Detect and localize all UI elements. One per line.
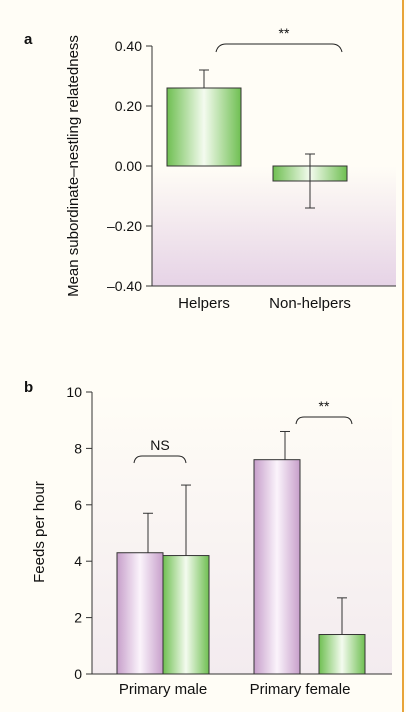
panel-b-y-tick-label: 6 [74, 497, 82, 513]
panel-b-category-label: Primary female [250, 681, 351, 698]
panel-a-y-tick-label: 0.20 [115, 98, 142, 114]
panel-b-category-label: Primary male [119, 681, 207, 698]
panel-a-y-tick-label: –0.20 [107, 218, 142, 234]
panel-b-significance-bracket-female [295, 416, 353, 425]
panel-a-y-tick-label: 0.00 [115, 158, 142, 174]
panel-b-y-tick-label: 4 [74, 553, 82, 569]
panel-a-y-tick-label: –0.40 [107, 278, 142, 294]
panel-a: a Mean subordinate–nestling relatedness … [24, 25, 396, 312]
panel-a-bar-helpers [166, 87, 242, 167]
panel-b-letter: b [24, 379, 33, 396]
panel-b-bar-series2-primary-male [162, 555, 210, 675]
panel-a-y-tick-label: 0.40 [115, 38, 142, 54]
panel-b-y-axis-label: Feeds per hour [31, 481, 48, 583]
panel-b-y-tick-label: 10 [66, 384, 82, 400]
panel-a-significance-label: ** [279, 25, 290, 41]
panel-b-bar-series1-primary-female [253, 459, 301, 675]
panel-a-significance-bracket [215, 43, 343, 53]
panel-b: b Feeds per hour 0 2 4 6 8 10 NS ** Primary ma… [24, 379, 392, 698]
panel-b-bar-series2-primary-female [318, 634, 366, 675]
panel-a-y-axis-label: Mean subordinate–nestling relatedness [65, 35, 82, 297]
panel-b-significance-label-female: ** [319, 398, 330, 414]
panel-b-significance-label-male: NS [150, 437, 169, 453]
panel-a-category-label: Helpers [178, 295, 230, 312]
panel-b-bar-series1-primary-male [116, 552, 164, 675]
panel-b-y-tick-label: 8 [74, 440, 82, 456]
panel-a-category-label: Non-helpers [269, 295, 351, 312]
panel-b-y-tick-label: 0 [74, 666, 82, 682]
panel-a-letter: a [24, 31, 33, 48]
panel-b-y-tick-label: 2 [74, 610, 82, 626]
panel-b-significance-bracket-male [133, 455, 187, 464]
